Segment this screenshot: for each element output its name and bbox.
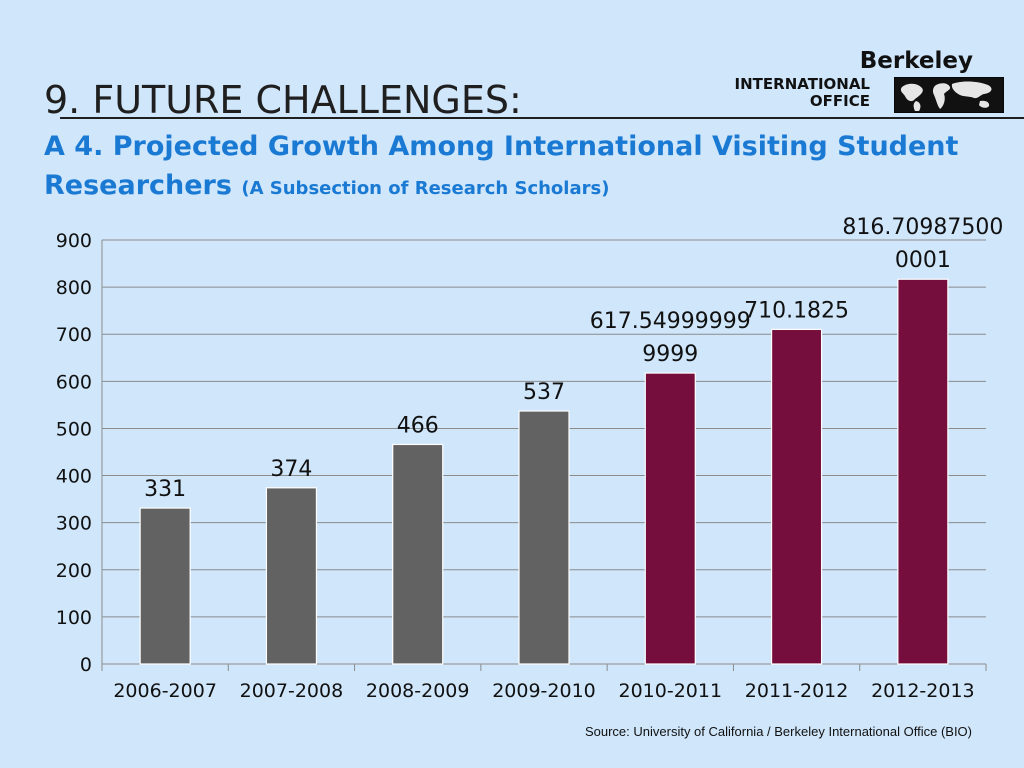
data-label: 374 (270, 457, 312, 482)
y-tick-label: 400 (56, 466, 92, 488)
bar (897, 278, 949, 665)
world-map-icon (893, 76, 1005, 114)
y-tick-label: 600 (56, 371, 92, 393)
x-tick-label: 2007-2008 (240, 680, 344, 702)
source-note: Source: University of California / Berke… (584, 724, 972, 739)
data-label: 9999 (642, 342, 698, 367)
y-tick-label: 700 (56, 324, 92, 346)
chart-subtitle: A 4. Projected Growth Among Internationa… (44, 127, 1004, 208)
data-label: 0001 (895, 248, 951, 273)
y-tick-label: 800 (56, 277, 92, 299)
bar (644, 372, 696, 665)
x-tick-label: 2009-2010 (492, 680, 596, 702)
x-tick-label: 2010-2011 (618, 680, 722, 702)
x-tick-label: 2012-2013 (871, 680, 975, 702)
logo-line-1: INTERNATIONAL (734, 75, 870, 93)
logo-brand: Berkeley (859, 48, 973, 74)
x-tick-label: 2006-2007 (113, 680, 217, 702)
y-tick-label: 900 (56, 230, 92, 252)
x-tick-label: 2011-2012 (745, 680, 849, 702)
y-tick-label: 0 (80, 654, 92, 676)
slide-title: 9. FUTURE CHALLENGES: (44, 78, 522, 122)
data-label: 466 (397, 413, 439, 438)
berkeley-international-office-logo: Berkeley INTERNATIONAL OFFICE (704, 48, 1005, 118)
x-tick-label: 2008-2009 (366, 680, 470, 702)
subtitle-main: A 4. Projected Growth Among Internationa… (44, 131, 959, 201)
bar (518, 410, 570, 665)
bar (265, 487, 318, 665)
y-tick-label: 200 (56, 560, 92, 582)
bar (392, 443, 444, 665)
data-label: 816.70987500 (842, 215, 1003, 240)
bar (139, 507, 191, 665)
data-label: 617.54999999 (590, 309, 751, 334)
data-label: 537 (523, 380, 565, 405)
logo-line-2: OFFICE (809, 92, 870, 110)
y-tick-label: 100 (56, 607, 92, 629)
title-underline (60, 117, 1024, 119)
y-tick-label: 300 (56, 513, 92, 535)
y-tick-label: 500 (56, 418, 92, 440)
data-label: 331 (144, 477, 186, 502)
data-label: 710.1825 (744, 298, 849, 323)
bar (770, 328, 823, 665)
subtitle-note: (A Subsection of Research Scholars) (241, 178, 610, 199)
logo-office-name: INTERNATIONAL OFFICE (735, 76, 870, 110)
